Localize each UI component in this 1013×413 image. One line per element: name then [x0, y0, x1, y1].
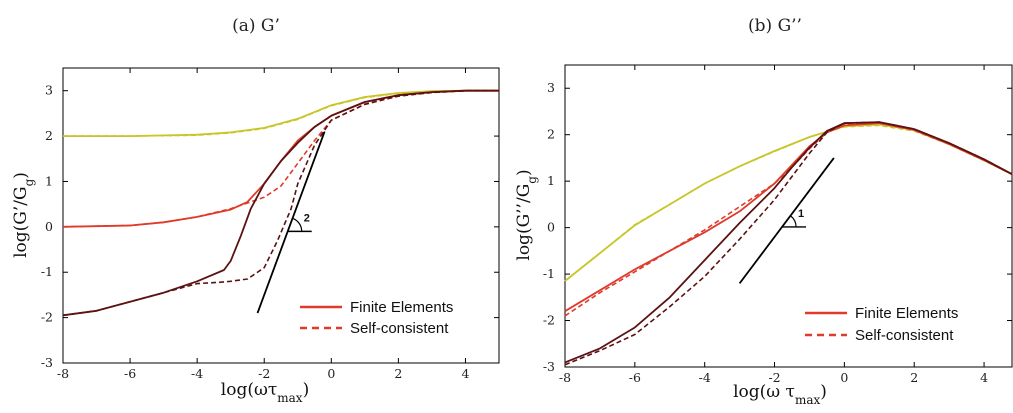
y-tick-label: 3 [45, 83, 53, 98]
panel-a-plot-frame [62, 67, 500, 364]
series-yellow-solid-line [564, 123, 1013, 282]
series-yellow-dashed-line [63, 89, 499, 137]
panel-b-title: (b) G’’ [748, 16, 802, 36]
x-tick-label: 0 [327, 366, 335, 381]
panel-a-series [62, 89, 499, 317]
legend-a-self-consistent: Self-consistent [350, 320, 449, 337]
slope-line [738, 157, 835, 284]
y-tick-label: -2 [41, 310, 53, 325]
y-tick-label: 0 [547, 220, 555, 235]
panel-b-x-axis-label: log(ω τmax) [733, 382, 827, 407]
panel-a-ticks: -8 -6 -4 -2 0 2 4 -3 -2 -1 0 1 2 3 [41, 68, 499, 381]
y-tick-label: -3 [543, 359, 555, 374]
x-tick-label: -8 [559, 370, 571, 385]
y-tick-label: 3 [547, 80, 555, 95]
y-tick-label: -1 [543, 266, 555, 281]
y-tick-label: 1 [547, 173, 555, 188]
x-tick-label: -2 [768, 370, 780, 385]
panel-a-slope-label: 2 [304, 212, 310, 224]
slope-angle-arc [292, 217, 303, 232]
y-tick-label: 2 [45, 128, 53, 143]
panel-b-y-axis-label: log(G’’/Gg) [514, 169, 539, 260]
y-tick-label: 0 [45, 219, 53, 234]
panel-b-ticks: -8 -6 -4 -2 0 2 4 -3 -2 -1 0 1 2 3 [543, 65, 1012, 385]
y-tick-label: 2 [547, 127, 555, 142]
y-tick-label: 1 [45, 173, 53, 188]
x-tick-label: 4 [980, 370, 988, 385]
panel-a-y-axis-label: log(G’/Gg) [11, 172, 36, 258]
slope-line [256, 131, 326, 314]
panel-b-series [564, 121, 1013, 366]
series-dark-solid-line [62, 89, 499, 317]
legend-b-finite-elements: Finite Elements [855, 305, 958, 322]
x-tick-label: 2 [910, 370, 918, 385]
x-tick-label: -2 [258, 366, 270, 381]
panel-a-title: (a) G’ [232, 16, 280, 36]
panel-a-legend: Finite Elements Self-consistent [300, 299, 453, 337]
legend-a-finite-elements: Finite Elements [350, 299, 453, 316]
series-yellow-solid-line [63, 89, 499, 138]
panel-b-slope-label: 1 [798, 208, 804, 220]
panel-a-slope-marker [256, 131, 326, 314]
series-yellow-dashed-line [564, 124, 1013, 282]
panel-b: (b) G’’ -8 -6 -4 -2 0 2 4 -3 -2 -1 0 1 2 3 1 log(G’’/… [514, 16, 1013, 407]
y-tick-label: -2 [543, 313, 555, 328]
series-red-dashed-line [62, 89, 499, 228]
series-red-solid-line [62, 89, 499, 228]
x-tick-label: -6 [629, 370, 641, 385]
x-tick-label: -8 [57, 366, 69, 381]
x-tick-label: 0 [840, 370, 848, 385]
y-tick-label: -3 [41, 355, 53, 370]
panel-b-plot-frame [564, 64, 1013, 368]
panel-a-x-axis-label: log(ωτmax) [221, 380, 309, 405]
x-tick-label: 2 [394, 366, 402, 381]
x-tick-label: -6 [124, 366, 136, 381]
series-dark-dashed-line [564, 121, 1013, 366]
panel-a: (a) G’ -8 -6 -4 -2 0 2 4 -3 -2 -1 0 1 2 3 2 log(G’/Gg… [11, 16, 500, 405]
x-tick-label: -4 [191, 366, 203, 381]
legend-b-self-consistent: Self-consistent [855, 327, 954, 344]
y-tick-label: -1 [41, 264, 53, 279]
x-tick-label: -4 [699, 370, 711, 385]
x-tick-label: 4 [461, 366, 469, 381]
slope-angle-arc [790, 215, 797, 227]
panel-b-legend: Finite Elements Self-consistent [805, 305, 958, 344]
series-dark-dashed-line [62, 89, 499, 317]
panel-b-slope-marker [738, 157, 835, 284]
